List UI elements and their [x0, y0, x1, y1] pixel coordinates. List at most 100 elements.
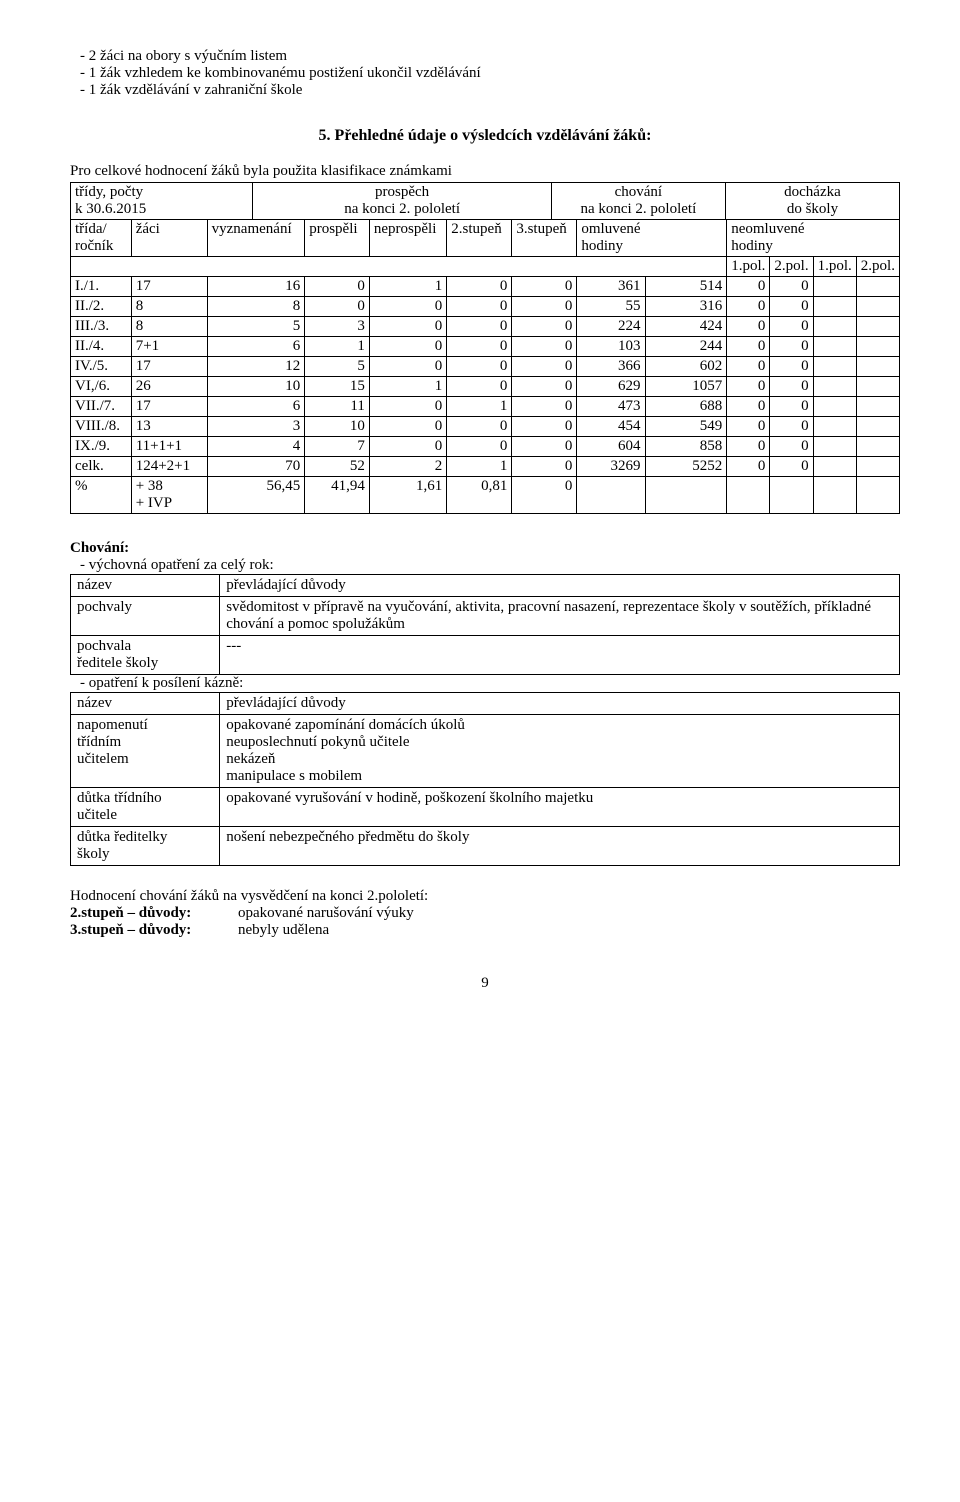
- table-cell: 7: [305, 437, 370, 457]
- table-cell: 0: [770, 277, 813, 297]
- table-cell: [813, 357, 856, 377]
- table-cell: 514: [645, 277, 727, 297]
- table-cell: 0: [305, 277, 370, 297]
- tbl2-r3a: důtka ředitelky školy: [71, 827, 220, 866]
- tbl1-r2a: pochvala ředitele školy: [71, 636, 220, 675]
- table-cell: IV./5.: [71, 357, 132, 377]
- table-cell: 0: [447, 337, 512, 357]
- table-cell: 0: [447, 417, 512, 437]
- tbl1-r2b: ---: [220, 636, 900, 675]
- table-cell: 858: [645, 437, 727, 457]
- table-cell: [727, 477, 770, 514]
- table-cell: [645, 477, 727, 514]
- table-cell: 0: [727, 277, 770, 297]
- tbl1-r1a: pochvaly: [71, 597, 220, 636]
- hdr-cell: prospěchna konci 2. pololetí: [253, 183, 551, 220]
- table-cell: 0: [512, 437, 577, 457]
- table-cell: 0: [512, 277, 577, 297]
- table-cell: 549: [645, 417, 727, 437]
- column-header-row: třída/ ročník žáci vyznamenání prospěli …: [71, 220, 900, 257]
- table-cell: [856, 317, 899, 337]
- table-cell: 8: [131, 317, 207, 337]
- pol-hdr: 1.pol.: [727, 257, 770, 277]
- table-cell: 5: [207, 317, 305, 337]
- col-hdr: žáci: [131, 220, 207, 257]
- table-cell: 0: [770, 437, 813, 457]
- tbl2-r3b: nošení nebezpečného předmětu do školy: [220, 827, 900, 866]
- table-cell: VI,/6.: [71, 377, 132, 397]
- behaviour-sub2: opatření k posílení kázně:: [98, 675, 900, 692]
- table-cell: 8: [207, 297, 305, 317]
- table-cell: 0: [512, 297, 577, 317]
- behaviour-sub1-list: výchovná opatření za celý rok:: [70, 557, 900, 574]
- table-cell: %: [71, 477, 132, 514]
- table-cell: 3269: [577, 457, 645, 477]
- table-cell: 0: [512, 357, 577, 377]
- tbl1-r1b: svědomitost v přípravě na vyučování, akt…: [220, 597, 900, 636]
- col-hdr: prospěli: [305, 220, 370, 257]
- table-cell: 15: [305, 377, 370, 397]
- table-cell: 0: [770, 417, 813, 437]
- table-cell: 0: [447, 297, 512, 317]
- table-cell: 0: [727, 337, 770, 357]
- table-row: I./1.1716010036151400: [71, 277, 900, 297]
- table-cell: III./3.: [71, 317, 132, 337]
- behaviour-table-2: název převládající důvody napomenutí tří…: [70, 692, 900, 866]
- table-cell: [856, 337, 899, 357]
- table-cell: VII./7.: [71, 397, 132, 417]
- table-cell: 0: [727, 377, 770, 397]
- table-cell: II./2.: [71, 297, 132, 317]
- table-cell: 0: [512, 337, 577, 357]
- overview-header-table: třídy, počtyk 30.6.2015 prospěchna konci…: [70, 182, 900, 220]
- table-cell: 0: [770, 397, 813, 417]
- table-cell: [813, 457, 856, 477]
- table-cell: [813, 377, 856, 397]
- table-cell: 454: [577, 417, 645, 437]
- table-row: II./4.7+16100010324400: [71, 337, 900, 357]
- table-cell: 0: [770, 357, 813, 377]
- table-cell: 0: [305, 297, 370, 317]
- table-row: IX./9.11+1+14700060485800: [71, 437, 900, 457]
- table-row: II./2.8800005531600: [71, 297, 900, 317]
- table-cell: 0: [447, 377, 512, 397]
- table-cell: 0: [447, 317, 512, 337]
- table-cell: 2: [369, 457, 446, 477]
- table-cell: 0: [727, 457, 770, 477]
- table-row: III./3.85300022442400: [71, 317, 900, 337]
- top-list: 2 žáci na obory s výučním listem 1 žák v…: [70, 48, 900, 99]
- table-cell: 7+1: [131, 337, 207, 357]
- top-list-item: 2 žáci na obory s výučním listem: [98, 48, 900, 65]
- hdr-cell: docházkado školy: [725, 183, 899, 220]
- table-cell: 602: [645, 357, 727, 377]
- table-cell: [813, 477, 856, 514]
- table-cell: [856, 477, 899, 514]
- table-cell: 41,94: [305, 477, 370, 514]
- tbl2-r1b: opakované zapomínání domácích úkolů neup…: [220, 715, 900, 788]
- table-row: celk.124+2+170522103269525200: [71, 457, 900, 477]
- table-cell: VIII./8.: [71, 417, 132, 437]
- table-cell: 244: [645, 337, 727, 357]
- table-cell: + 38 + IVP: [131, 477, 207, 514]
- col-hdr: vyznamenání: [207, 220, 305, 257]
- table-cell: 26: [131, 377, 207, 397]
- tbl2-h1: název: [71, 693, 220, 715]
- table-cell: 0: [369, 417, 446, 437]
- table-cell: I./1.: [71, 277, 132, 297]
- section-5-lead: Pro celkové hodnocení žáků byla použita …: [70, 163, 900, 180]
- table-cell: [856, 417, 899, 437]
- table-cell: 11+1+1: [131, 437, 207, 457]
- results-table: třída/ ročník žáci vyznamenání prospěli …: [70, 219, 900, 514]
- table-cell: [813, 297, 856, 317]
- table-cell: [856, 297, 899, 317]
- table-cell: 17: [131, 277, 207, 297]
- col-hdr: 2.stupeň: [447, 220, 512, 257]
- table-cell: 1: [369, 377, 446, 397]
- table-cell: 424: [645, 317, 727, 337]
- tbl2-h2: převládající důvody: [220, 693, 900, 715]
- closing-line-2: 2.stupeň – důvody: opakované narušování …: [70, 905, 900, 922]
- table-cell: 0: [727, 437, 770, 457]
- table-cell: 0: [447, 277, 512, 297]
- table-cell: 473: [577, 397, 645, 417]
- pol-hdr: 2.pol.: [770, 257, 813, 277]
- table-cell: 0: [512, 317, 577, 337]
